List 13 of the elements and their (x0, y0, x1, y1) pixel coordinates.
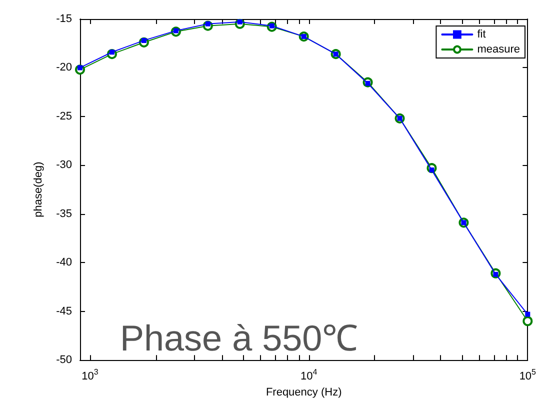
y-tick-label: -40 (56, 256, 72, 269)
y-tick-label: -45 (56, 305, 72, 318)
x-axis-title: Frequency (Hz) (266, 386, 342, 398)
annotation: Phase à 550℃ (120, 318, 358, 358)
y-tick-label: -20 (56, 62, 72, 74)
legend-label: measure (477, 44, 520, 56)
legend-label: fit (477, 28, 486, 40)
y-tick-label: -25 (56, 110, 72, 122)
y-tick-label: -50 (56, 354, 72, 366)
y-tick-label: -30 (56, 159, 72, 172)
y-tick-label: -15 (56, 13, 72, 25)
y-tick-label: -35 (56, 208, 72, 220)
y-axis-title: phase(deg) (32, 162, 44, 218)
